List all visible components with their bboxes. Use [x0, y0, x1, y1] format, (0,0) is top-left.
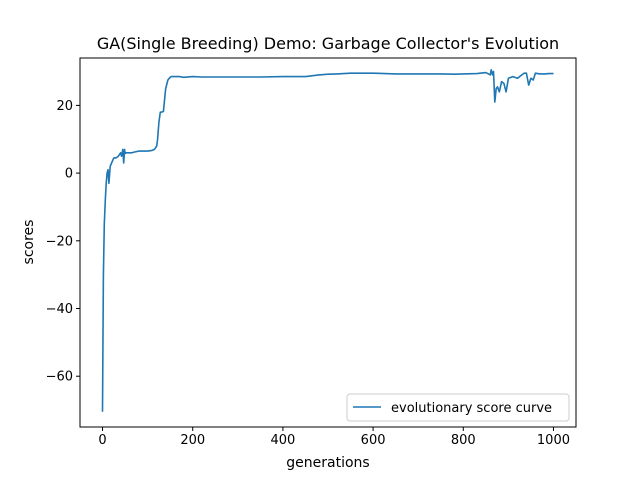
y-tick-label: 0	[65, 167, 73, 182]
y-tick-label: −40	[46, 302, 73, 317]
x-tick-label: 800	[451, 433, 476, 448]
series-line-0	[101, 69, 554, 412]
plot-area	[101, 69, 554, 412]
x-axis-label: generations	[286, 455, 369, 471]
x-tick-label: 1000	[537, 433, 570, 448]
y-tick-label: 20	[56, 99, 73, 114]
x-tick-label: 200	[180, 433, 205, 448]
x-tick-label: 0	[98, 433, 106, 448]
legend: evolutionary score curve	[346, 393, 570, 422]
x-tick-label: 600	[361, 433, 386, 448]
y-axis: −60 −40 −20 0 20	[46, 99, 80, 385]
legend-entry: evolutionary score curve	[391, 401, 552, 416]
x-axis: 0 200 400 600 800 1000	[98, 427, 570, 448]
axes-frame	[79, 57, 577, 428]
x-tick-label: 400	[270, 433, 295, 448]
y-tick-label: −20	[46, 234, 73, 249]
legend-box	[346, 393, 570, 422]
y-axis-label: scores	[21, 220, 37, 265]
y-tick-label: −60	[46, 370, 73, 385]
chart-title: GA(Single Breeding) Demo: Garbage Collec…	[97, 34, 559, 53]
